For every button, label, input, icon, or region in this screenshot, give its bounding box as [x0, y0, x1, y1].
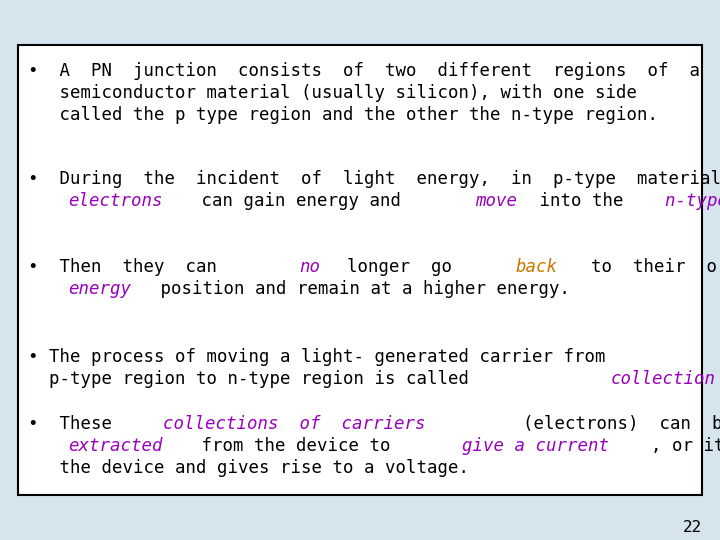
Text: collection: collection	[611, 370, 716, 388]
Text: the device and gives rise to a voltage.: the device and gives rise to a voltage.	[28, 459, 469, 477]
Text: p-type region to n-type region is called: p-type region to n-type region is called	[28, 370, 480, 388]
Text: to  their  original: to their original	[570, 258, 720, 276]
Text: collections  of  carriers: collections of carriers	[163, 415, 426, 433]
Text: •  During  the  incident  of  light  energy,  in  p-type  material,: • During the incident of light energy, i…	[28, 170, 720, 188]
Text: longer  go: longer go	[326, 258, 473, 276]
Text: back: back	[516, 258, 558, 276]
Text: position and remain at a higher energy.: position and remain at a higher energy.	[150, 280, 570, 298]
Text: semiconductor material (usually silicon), with one side: semiconductor material (usually silicon)…	[28, 84, 637, 102]
Text: can gain energy and: can gain energy and	[191, 192, 411, 210]
Text: •  These: • These	[28, 415, 133, 433]
Text: called the p type region and the other the n-type region.: called the p type region and the other t…	[28, 106, 658, 124]
Text: , or it can  remain in: , or it can remain in	[651, 437, 720, 455]
Text: give a current: give a current	[462, 437, 608, 455]
Text: extracted: extracted	[68, 437, 163, 455]
Text: (electrons)  can  be  either: (electrons) can be either	[502, 415, 720, 433]
Text: n-type  region: n-type region	[665, 192, 720, 210]
Text: •  A  PN  junction  consists  of  two  different  regions  of  a: • A PN junction consists of two differen…	[28, 62, 700, 80]
Text: • The process of moving a light- generated carrier from: • The process of moving a light- generat…	[28, 348, 606, 366]
Text: move: move	[475, 192, 517, 210]
Text: into the: into the	[529, 192, 634, 210]
Text: from the device to: from the device to	[191, 437, 400, 455]
Bar	[18, 45, 702, 495]
Text: •  Then  they  can: • Then they can	[28, 258, 238, 276]
Text: no: no	[299, 258, 320, 276]
Text: energy: energy	[68, 280, 132, 298]
Text: 22: 22	[683, 520, 702, 535]
Text: electrons: electrons	[68, 192, 163, 210]
